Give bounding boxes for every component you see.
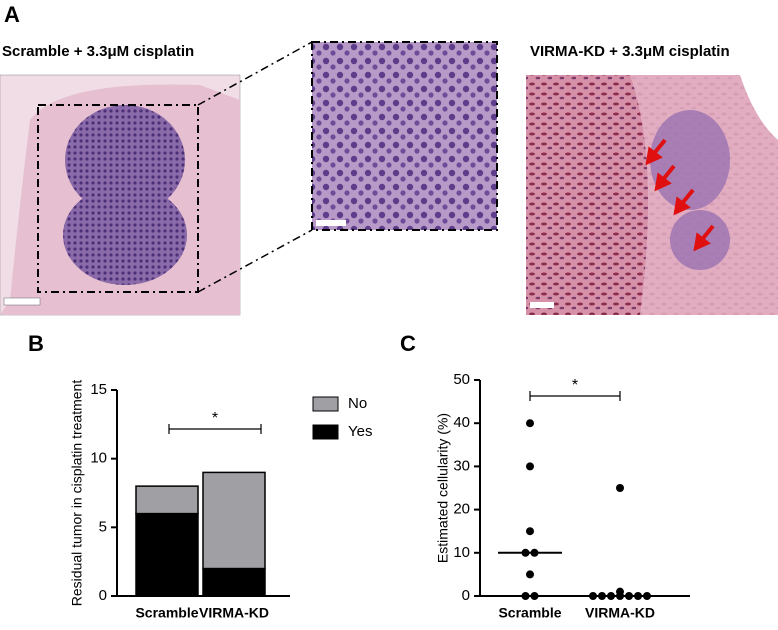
panel-label: C [400, 331, 416, 356]
zoom-line [197, 41, 313, 106]
y-axis-title: Residual tumor in cisplatin treatment [69, 380, 85, 607]
x-tick-label: VIRMA-KD [199, 605, 269, 621]
bar-segment [135, 485, 199, 515]
legend-swatch [312, 396, 339, 412]
y-tick-label: 50 [453, 371, 470, 388]
data-point [526, 570, 534, 579]
y-tick-label: 5 [99, 518, 107, 535]
y-tick-label: 0 [462, 587, 470, 604]
panel-label: B [28, 331, 44, 356]
annotation: * [212, 410, 218, 427]
y-tick-label: 10 [90, 450, 107, 467]
micrograph [311, 41, 498, 231]
bar-segment [202, 471, 266, 570]
bar-segment [135, 512, 199, 597]
y-tick-label: 10 [453, 544, 470, 561]
legend-swatch [312, 424, 339, 440]
data-point [530, 592, 539, 600]
annotation: * [572, 377, 578, 394]
micrograph [0, 74, 241, 316]
data-point [616, 484, 624, 492]
x-tick-label: Scramble [135, 605, 198, 621]
data-point [526, 462, 534, 471]
legend-label: No [348, 395, 367, 412]
zoom-line [197, 229, 313, 293]
data-point [526, 527, 534, 536]
y-axis-title: Estimated cellularity (%) [435, 413, 451, 563]
panel-label: A [4, 2, 20, 27]
y-tick-label: 0 [99, 587, 107, 604]
x-tick-label: VIRMA-KD [585, 605, 655, 621]
y-tick-label: 20 [453, 501, 470, 518]
micrograph [526, 75, 778, 315]
image-title: VIRMA-KD + 3.3μM cisplatin [530, 43, 730, 60]
bar-segment [202, 567, 266, 597]
legend-label: Yes [348, 423, 372, 440]
data-point [526, 419, 534, 428]
x-tick-label: Scramble [498, 605, 561, 621]
y-tick-label: 40 [453, 414, 470, 431]
y-tick-label: 30 [453, 457, 470, 474]
data-point [521, 592, 530, 600]
image-title: Scramble + 3.3μM cisplatin [2, 43, 194, 60]
y-tick-label: 15 [90, 381, 107, 398]
